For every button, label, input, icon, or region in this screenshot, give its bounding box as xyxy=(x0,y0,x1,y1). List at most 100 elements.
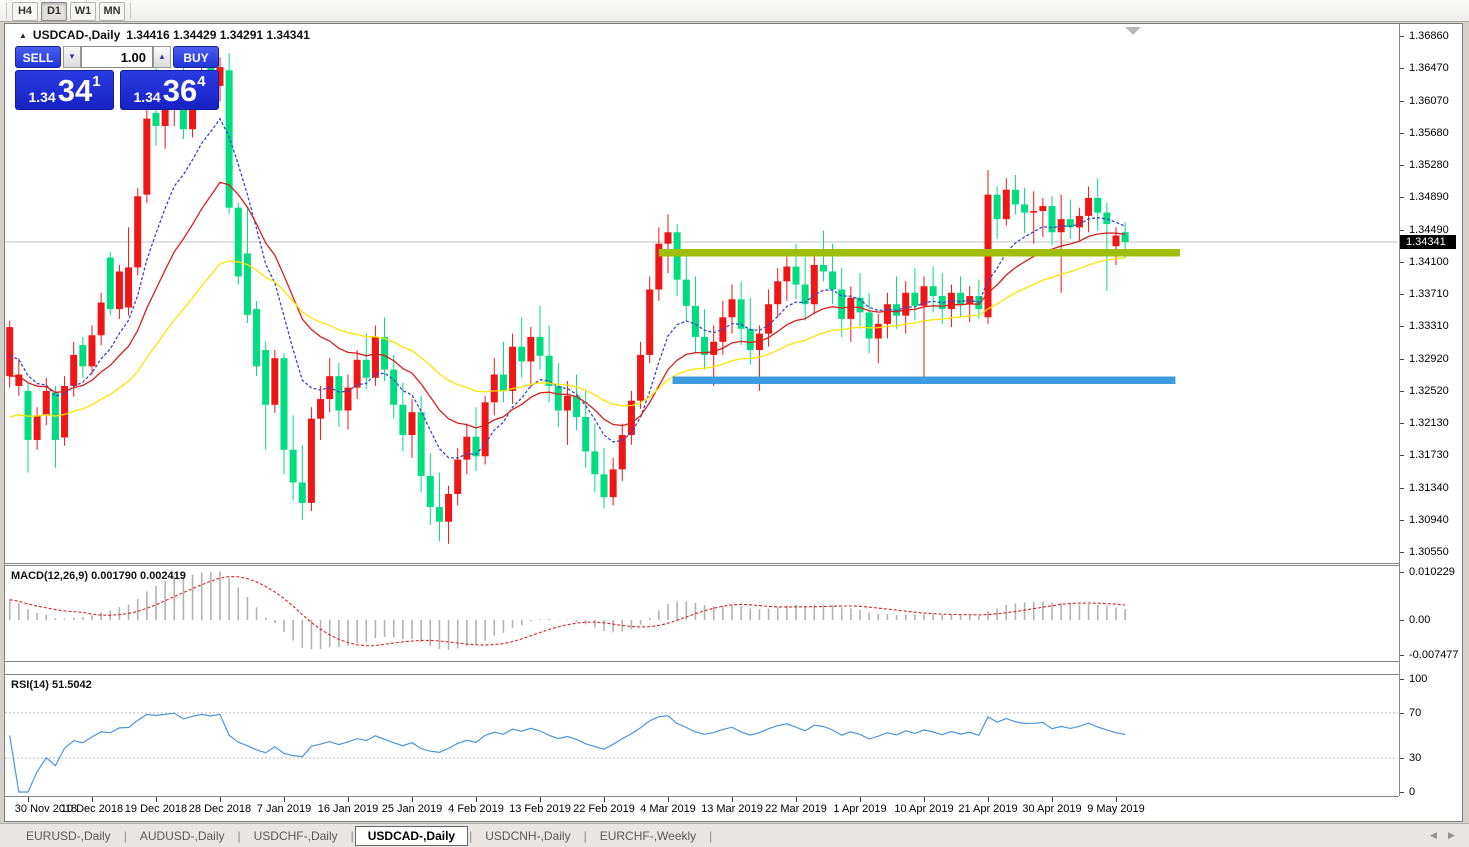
down-candle xyxy=(1103,212,1111,225)
up-candle xyxy=(1075,215,1083,228)
bid-price-sup: 1 xyxy=(92,73,101,90)
down-candle xyxy=(838,289,846,319)
ma-mid-line xyxy=(9,181,1126,429)
price-axis-label: 1.32520 xyxy=(1409,384,1449,397)
date-axis-tick xyxy=(91,797,93,802)
toolbar-divider xyxy=(6,2,7,19)
down-candle xyxy=(225,70,233,208)
pane-separator[interactable] xyxy=(5,661,1462,675)
price-axis-tick xyxy=(1400,358,1404,360)
symbol-tab-eurchf[interactable]: EURCHF-,Weekly xyxy=(599,828,697,843)
up-candle xyxy=(874,323,882,339)
sell-button[interactable]: SELL xyxy=(15,46,61,68)
up-candle xyxy=(1112,235,1120,247)
down-candle xyxy=(865,312,873,339)
sell-price-panel[interactable]: 1.34 34 1 xyxy=(15,70,114,110)
macd-signal-line xyxy=(9,576,1126,647)
date-axis-tick xyxy=(283,797,285,802)
date-axis[interactable]: 30 Nov 2018 10 Dec 2018 19 Dec 2018 28 Dec … xyxy=(5,796,1399,819)
price-axis-label: 1.30550 xyxy=(1409,546,1449,558)
date-axis-label: 19 Dec 2018 xyxy=(124,803,188,815)
date-axis-label: 25 Jan 2019 xyxy=(381,803,443,815)
price-axis-label: 1.32130 xyxy=(1409,417,1449,429)
date-axis-tick xyxy=(731,797,733,802)
pane-separator[interactable] xyxy=(5,563,1462,566)
chart-title-row: ▲ USDCAD-,Daily 1.34416 1.34429 1.34291 … xyxy=(19,28,310,42)
symbol-tab-audusd[interactable]: AUDUSD-,Daily xyxy=(139,828,225,843)
up-candle xyxy=(627,400,635,436)
up-candle xyxy=(307,418,315,503)
timeframe-button-w1[interactable]: W1 xyxy=(70,1,96,21)
down-candle xyxy=(957,292,965,305)
up-candle xyxy=(655,243,663,290)
rsi-pane-canvas[interactable] xyxy=(5,675,1398,796)
macd-pane-canvas[interactable] xyxy=(5,566,1398,661)
timeframe-button-h4[interactable]: H4 xyxy=(12,1,38,21)
up-candle xyxy=(774,281,782,305)
volume-increase-button[interactable]: ▲ xyxy=(153,46,171,68)
date-axis-tick xyxy=(539,797,541,802)
down-candle xyxy=(289,449,297,483)
ma-slow-line xyxy=(9,257,1126,418)
rsi-axis-label: 0 xyxy=(1409,786,1416,798)
date-axis-tick xyxy=(347,797,349,802)
up-candle xyxy=(947,292,955,310)
price-axis-label: 1.30940 xyxy=(1409,513,1449,526)
up-candle xyxy=(115,271,123,310)
price-axis-tick xyxy=(1400,132,1404,134)
volume-input[interactable] xyxy=(81,46,153,68)
up-candle xyxy=(134,196,142,268)
chart-shift-marker-icon[interactable] xyxy=(1125,27,1141,35)
timeframe-button-d1[interactable]: D1 xyxy=(41,1,67,21)
tab-divider: | xyxy=(123,828,127,843)
down-candle xyxy=(24,390,32,440)
down-candle xyxy=(536,336,544,356)
down-candle xyxy=(499,374,507,391)
up-candle xyxy=(710,341,718,355)
timeframe-button-mn[interactable]: MN xyxy=(99,1,125,21)
tab-scroll-right-icon[interactable]: ▶ xyxy=(1448,830,1455,840)
volume-decrease-button[interactable]: ▼ xyxy=(63,46,81,68)
symbol-tab-usdcnh[interactable]: USDCNH-,Daily xyxy=(485,828,571,843)
down-candle xyxy=(472,436,480,457)
up-candle xyxy=(42,390,50,416)
down-candle xyxy=(234,207,242,277)
price-axis-label: 1.34890 xyxy=(1409,191,1449,204)
rsi-axis-label: 30 xyxy=(1409,752,1422,765)
down-candle xyxy=(335,376,343,411)
symbol-tab-eurusd[interactable]: EURUSD-,Daily xyxy=(26,828,111,843)
down-candle xyxy=(591,451,599,475)
price-axis-tick xyxy=(1400,100,1404,102)
down-candle xyxy=(1066,219,1074,228)
macd-indicator-label: MACD(12,26,9) 0.001790 0.002419 xyxy=(11,570,186,582)
one-click-collapse-icon[interactable]: ▲ xyxy=(19,30,27,40)
rsi-indicator-label: RSI(14) 51.5042 xyxy=(11,679,92,691)
up-candle xyxy=(1030,210,1038,213)
down-candle xyxy=(911,292,919,306)
price-axis-label: 1.33710 xyxy=(1409,288,1449,300)
date-axis-tick xyxy=(155,797,157,802)
price-axis-label: 1.36860 xyxy=(1409,30,1449,42)
down-candle xyxy=(381,336,389,370)
symbol-tabs: EURUSD-,Daily | AUDUSD-,Daily | USDCHF-,Dail… xyxy=(14,825,713,846)
price-axis-tick xyxy=(1400,229,1404,231)
down-candle xyxy=(819,264,827,272)
up-candle xyxy=(728,299,736,318)
down-candle xyxy=(253,309,261,367)
rsi-axis-tick xyxy=(1400,792,1404,793)
up-candle xyxy=(527,336,535,362)
buy-price-panel[interactable]: 1.34 36 4 xyxy=(120,70,219,110)
buy-button[interactable]: BUY xyxy=(173,46,219,68)
date-axis-tick xyxy=(859,797,861,802)
date-axis-label: 4 Feb 2019 xyxy=(448,803,504,815)
price-axis[interactable]: 1.36860 1.36470 1.36070 1.35680 1.35280 1.348… xyxy=(1399,24,1462,798)
symbol-tab-usdchf[interactable]: USDCHF-,Daily xyxy=(253,828,338,843)
price-axis-label: 1.35680 xyxy=(1409,126,1449,139)
price-axis-tick xyxy=(1400,519,1404,521)
symbol-tab-usdcad[interactable]: USDCAD-,Daily xyxy=(354,825,469,846)
up-candle xyxy=(125,267,133,308)
tab-divider: | xyxy=(709,828,713,843)
up-candle xyxy=(371,336,379,378)
tab-scroll-left-icon[interactable]: ◀ xyxy=(1430,830,1437,840)
up-candle xyxy=(216,67,224,86)
